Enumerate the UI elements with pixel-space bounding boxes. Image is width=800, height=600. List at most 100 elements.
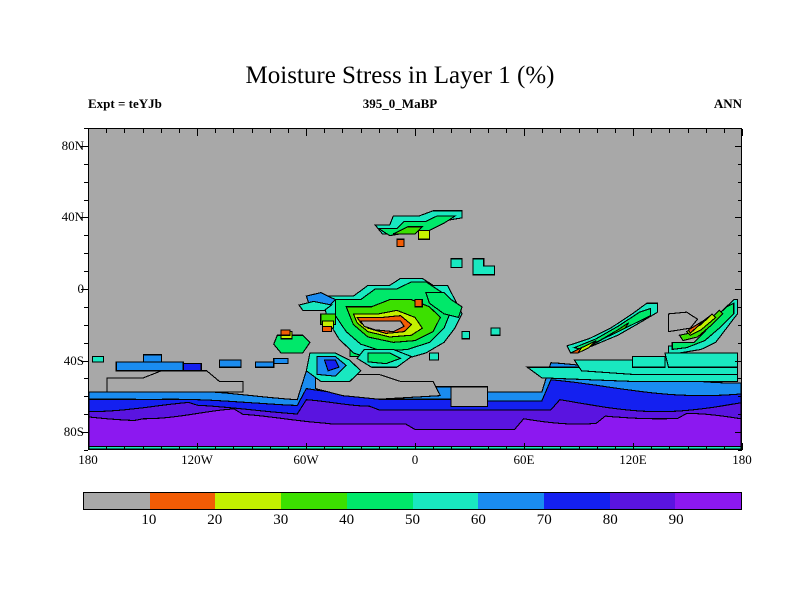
contour-indian-band-orange	[570, 346, 584, 354]
y-tick--10	[84, 306, 88, 308]
y-tick--40	[81, 360, 88, 362]
colorbar-tick-60: 60	[470, 512, 486, 528]
patch-satl-blue	[255, 361, 275, 368]
patch-small-5	[428, 352, 440, 361]
colorbar-tick-10: 10	[141, 512, 157, 528]
y-tick-80	[81, 145, 88, 147]
x-tick-top--150	[142, 129, 144, 133]
x-tick-top-150	[687, 129, 689, 133]
x-tick-top--180	[88, 129, 89, 136]
y-tick-70	[84, 163, 88, 165]
x-tick--80	[269, 446, 271, 450]
x-tick-150	[687, 446, 689, 450]
colorbar-swatch-50-60	[412, 493, 479, 509]
y-tick-right-10	[738, 271, 742, 273]
x-tick-top--80	[269, 129, 271, 133]
x-tick-top-40	[487, 129, 489, 133]
x-tick-100	[596, 446, 598, 450]
contour-band-90-100	[89, 408, 741, 449]
colorbar-swatch-80-90	[609, 493, 676, 509]
patch-eq-small-2	[472, 258, 496, 276]
y-tick--30	[84, 342, 88, 344]
x-tick-top--140	[160, 129, 162, 133]
x-axis-label-0: 0	[411, 452, 419, 467]
x-tick-top-120	[633, 129, 634, 136]
y-tick-right-90	[738, 128, 742, 129]
colorbar-swatch-60-70	[478, 493, 544, 509]
y-tick-right--50	[738, 378, 742, 380]
x-tick-top--10	[396, 129, 398, 133]
x-tick-30	[469, 446, 471, 450]
x-tick--100	[233, 446, 235, 450]
grey-gap-indian	[450, 386, 489, 407]
patch-africa-ne-green	[425, 292, 463, 319]
y-tick-40	[81, 217, 88, 219]
patch-samerica-cyan	[298, 300, 333, 311]
x-tick--70	[287, 446, 289, 450]
grey-gap-se-pacific	[106, 370, 244, 393]
x-tick-top-70	[542, 129, 544, 133]
colorbar-swatch-70-80	[543, 493, 610, 509]
patch-spacific-blue-2	[142, 354, 163, 363]
patch-edge-cyan-40S	[92, 356, 105, 363]
x-tick--130	[178, 446, 180, 450]
x-tick--180	[88, 443, 89, 450]
y-tick-20	[84, 253, 88, 255]
y-tick-right-30	[738, 235, 742, 237]
colorbar-tick-80: 80	[602, 512, 618, 528]
patch-spacific-violet	[182, 363, 202, 372]
x-axis-label-60W: 60W	[293, 452, 319, 467]
patch-atlantic-deepblue-core	[323, 359, 340, 372]
colorbar-tick-40: 40	[339, 512, 355, 528]
x-tick-top--30	[360, 129, 362, 133]
y-tick--70	[84, 414, 88, 416]
x-tick--30	[360, 446, 362, 450]
patch-africa-tail-green	[367, 352, 402, 365]
y-tick-0	[81, 289, 88, 290]
y-tick-right--40	[735, 360, 742, 362]
contour-africa-grey-core-0-10	[359, 320, 405, 333]
x-tick-110	[614, 446, 616, 450]
colorbar-tick-70: 70	[536, 512, 552, 528]
x-tick-top--170	[106, 129, 108, 133]
y-axis-label-0: 0	[77, 281, 85, 296]
x-tick-top--40	[342, 129, 344, 133]
patch-eq-small-1	[450, 258, 463, 269]
x-tick-top-140	[669, 129, 671, 133]
colorbar-tick-90: 90	[668, 512, 684, 528]
x-tick-top--100	[233, 129, 235, 133]
y-tick--20	[84, 324, 88, 326]
y-tick-right-50	[738, 199, 742, 201]
patch-europe-yellowgreen	[393, 226, 424, 235]
x-tick-90	[578, 446, 580, 450]
x-tick-top-160	[705, 129, 707, 133]
x-tick--120	[197, 443, 198, 450]
contour-map	[89, 210, 741, 449]
y-tick-right--20	[738, 324, 742, 326]
y-axis-label-80S: 80S	[63, 424, 84, 440]
x-axis-label-180: 180	[732, 452, 752, 467]
x-tick-top-0	[415, 129, 416, 136]
y-axis-label-40S: 40S	[63, 352, 84, 368]
x-tick-20	[451, 446, 453, 450]
x-tick-top-80	[560, 129, 562, 133]
patch-spacific-blue-3	[218, 359, 242, 368]
y-tick--50	[84, 378, 88, 380]
y-tick-right--90	[738, 450, 742, 451]
x-tick-top--130	[178, 129, 180, 133]
colorbar-tick-30: 30	[273, 512, 289, 528]
colorbar-tick-50: 50	[405, 512, 420, 528]
x-tick-top-180	[742, 129, 743, 136]
y-tick-10	[84, 271, 88, 273]
x-tick-top--160	[124, 129, 126, 133]
x-tick--50	[324, 446, 326, 450]
colorbar-labels: 10 20 30 40 50 60 70 80 90	[83, 512, 742, 534]
x-tick-top-10	[433, 129, 435, 133]
colorbar	[83, 492, 742, 510]
x-tick-160	[705, 446, 707, 450]
y-tick-right-40	[735, 217, 742, 219]
x-tick-top--120	[197, 129, 198, 136]
patch-australia-skirt-cyan-2	[631, 356, 666, 368]
patch-satl-blue-2	[273, 357, 289, 365]
